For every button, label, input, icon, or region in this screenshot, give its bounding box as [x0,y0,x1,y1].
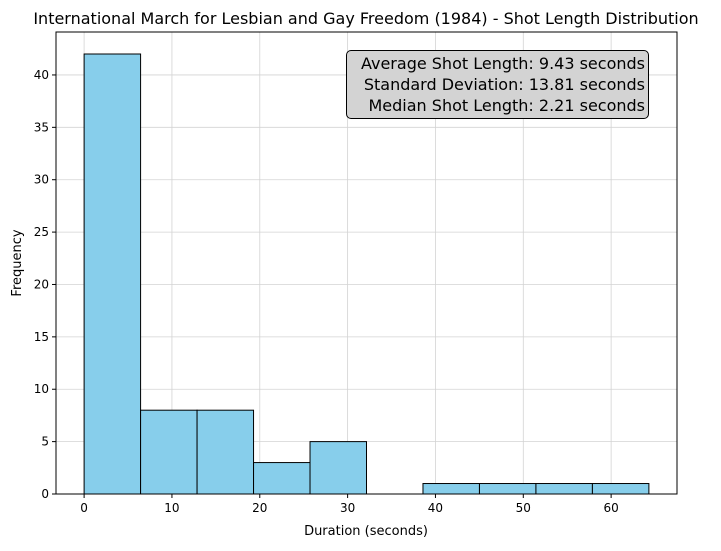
y-tick-label: 35 [34,120,49,134]
x-axis-label: Duration (seconds) [304,524,428,539]
standard-deviation-text: Standard Deviation: 13.81 seconds [363,75,645,94]
x-tick-label: 0 [80,501,88,515]
y-tick-label: 10 [34,382,49,396]
histogram-bar [140,409,198,495]
histogram-bar [422,483,480,495]
x-tick-label: 40 [428,501,443,515]
x-tick-label: 50 [516,501,531,515]
histogram-bar [83,53,142,495]
y-tick-label: 0 [41,487,49,501]
y-tick-label: 40 [34,68,49,82]
y-tick-label: 5 [41,435,49,449]
median-shot-length-text: Median Shot Length: 2.21 seconds [368,96,646,115]
histogram-bar [196,409,255,495]
average-shot-length-text: Average Shot Length: 9.43 seconds [360,54,645,73]
x-tick-label: 10 [164,501,179,515]
x-tick-label: 30 [340,501,355,515]
chart-title: International March for Lesbian and Gay … [33,9,698,28]
y-tick-label: 30 [34,173,49,187]
histogram-bar [535,483,593,495]
y-tick-label: 15 [34,330,49,344]
histogram-bar [253,462,311,495]
y-tick-label: 20 [34,277,49,291]
y-tick-label: 25 [34,225,49,239]
y-axis-label: Frequency [10,229,25,296]
histogram-bars [83,53,650,495]
plot-frame [55,31,678,495]
histogram-bar [309,441,367,495]
histogram-bar [591,483,650,495]
histogram-bar [478,483,537,495]
x-tick-label: 60 [603,501,618,515]
y-axis-ticks: 0 5 10 15 20 25 30 35 40 [34,68,56,501]
stats-annotation-box: Average Shot Length: 9.43 seconds Standa… [346,50,649,119]
x-axis-ticks: 0 10 20 30 40 50 60 [80,494,619,515]
x-tick-label: 20 [252,501,267,515]
